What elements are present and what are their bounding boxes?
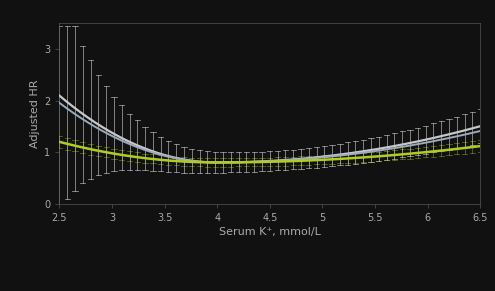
- X-axis label: Serum K⁺, mmol/L: Serum K⁺, mmol/L: [219, 227, 321, 237]
- Y-axis label: Adjusted HR: Adjusted HR: [30, 79, 40, 148]
